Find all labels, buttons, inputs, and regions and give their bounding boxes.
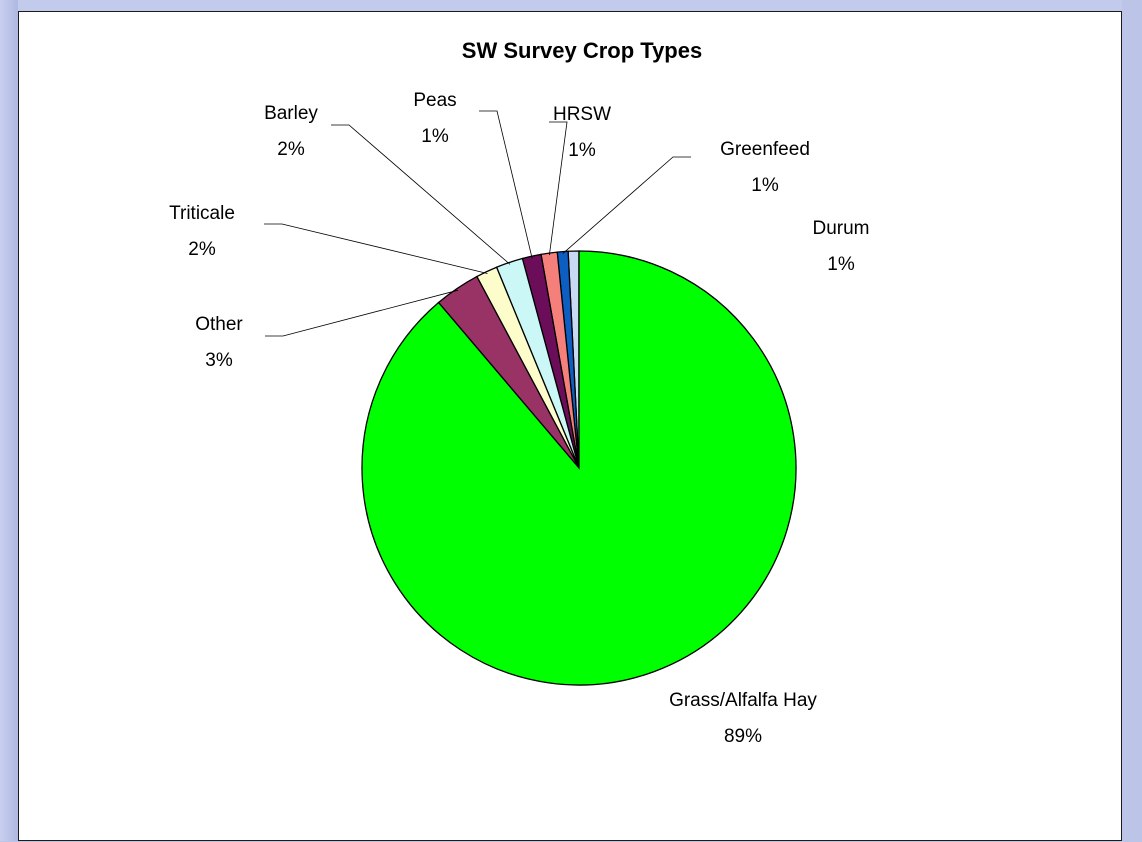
leader-line: [264, 223, 488, 274]
leader-line: [562, 156, 691, 254]
slice-label: Barley: [264, 103, 318, 124]
pie-slices: [361, 250, 797, 686]
chart-area: SW Survey Crop Types Durum 1% Greenfeed 1% H…: [18, 11, 1122, 841]
slice-percent-label: 2%: [277, 139, 305, 160]
slice-label: Grass/Alfalfa Hay: [669, 690, 817, 711]
window-left-border: [0, 0, 18, 841]
pie-chart: SW Survey Crop Types Durum 1% Greenfeed 1% H…: [169, 38, 869, 747]
slice-label: Durum: [812, 218, 869, 239]
slice-percent-label: 1%: [751, 175, 779, 196]
chart-title: SW Survey Crop Types: [462, 38, 702, 63]
window-right-border: [1122, 0, 1142, 841]
slice-percent-label: 89%: [724, 726, 762, 747]
slice-percent-label: 1%: [827, 254, 855, 275]
leader-line: [479, 110, 533, 259]
slice-labels: Durum 1% Greenfeed 1% HRSW 1% Peas 1% Barley 2% Tr…: [169, 90, 869, 747]
leader-line: [265, 289, 459, 337]
slice-label: Peas: [413, 90, 456, 111]
slice-label: Greenfeed: [720, 139, 810, 160]
slice-percent-label: 1%: [568, 140, 596, 161]
leader-line: [548, 121, 568, 256]
slice-label: HRSW: [553, 104, 611, 125]
slice-percent-label: 2%: [188, 239, 216, 260]
leader-line: [331, 124, 511, 265]
slice-percent-label: 3%: [205, 350, 233, 371]
slice-label: Triticale: [169, 203, 235, 224]
slice-label: Other: [195, 314, 243, 335]
pie-slice-grass-alfalfa-hay: [361, 250, 797, 686]
leader-lines: [264, 110, 691, 337]
window-top-border: [0, 0, 1142, 11]
slice-percent-label: 1%: [421, 126, 449, 147]
